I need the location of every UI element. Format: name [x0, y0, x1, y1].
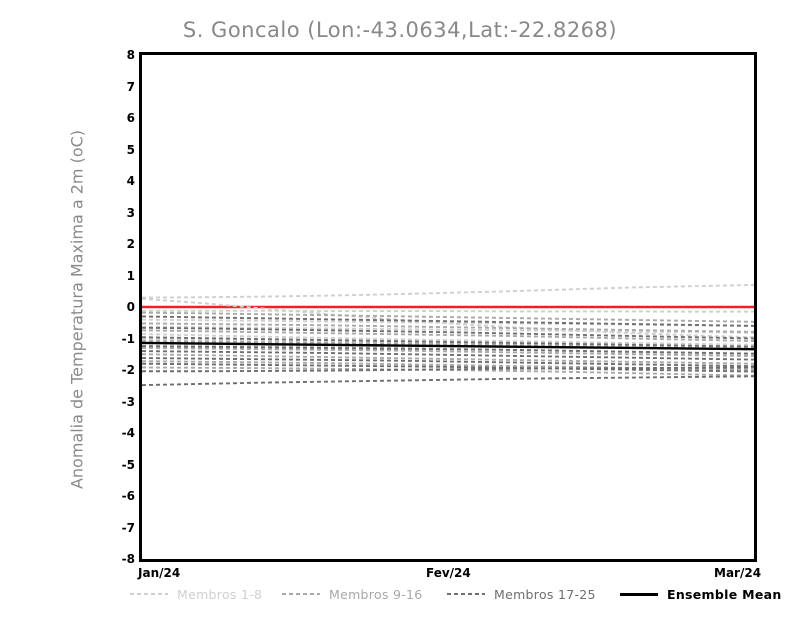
legend-item: Ensemble Mean — [620, 585, 782, 603]
x-axis-tick-label: Jan/24 — [138, 566, 181, 580]
y-axis-tick-label: -4 — [121, 426, 135, 440]
ensemble-mean-line — [142, 341, 754, 351]
chart-legend: Membros 1-8 Membros 9-16 Membros 17-25 Ense… — [130, 585, 790, 605]
y-axis-tick-label: -8 — [121, 552, 135, 566]
ensemble-member-line — [142, 375, 754, 387]
y-axis-tick-label: 6 — [126, 111, 135, 125]
y-axis-tick-label: 5 — [126, 142, 135, 157]
y-axis-tick-label: -7 — [121, 520, 135, 535]
y-axis-tick-label: 1 — [126, 268, 135, 283]
legend-label: Membros 1-8 — [177, 586, 263, 602]
page-title: S. Goncalo (Lon:-43.0634,Lat:-22.8268) — [182, 18, 618, 42]
legend-swatch-icon — [447, 593, 485, 595]
y-axis-tick-label: 4 — [126, 174, 135, 188]
y-axis-tick-label: -3 — [121, 394, 135, 409]
legend-label: Membros 17-25 — [494, 586, 596, 602]
legend-item: Membros 1-8 — [130, 585, 262, 603]
plot-area — [139, 52, 757, 562]
y-axis-tick-label: 8 — [126, 48, 135, 62]
legend-label: Ensemble Mean — [667, 586, 782, 602]
y-axis-tick-label: -6 — [121, 489, 135, 503]
legend-swatch-icon — [620, 592, 658, 596]
y-axis-tick-label: -5 — [121, 457, 135, 472]
y-axis-tick-label: 7 — [126, 79, 135, 94]
y-axis-tick-label: 2 — [126, 237, 135, 251]
ensemble-member-line — [142, 297, 754, 339]
ensemble-member-line — [142, 309, 754, 313]
legend-item: Membros 9-16 — [282, 585, 423, 603]
y-axis-tick-label: -2 — [121, 363, 135, 377]
x-axis-tick-label: Fev/24 — [426, 566, 471, 580]
legend-swatch-icon — [282, 593, 320, 595]
legend-label: Membros 9-16 — [329, 586, 423, 602]
y-axis-tick-label: -1 — [121, 331, 135, 346]
plot-clip — [142, 55, 754, 559]
ensemble-line-plot — [142, 284, 754, 387]
y-axis-label: Anomalia de Temperatura Maxima a 2m (oC) — [67, 129, 87, 490]
ensemble-member-line — [142, 284, 754, 299]
y-axis-tick-label: 3 — [126, 205, 135, 220]
legend-swatch-icon — [130, 593, 168, 595]
legend-item: Membros 17-25 — [447, 585, 596, 603]
y-axis-tick-label: 0 — [126, 300, 135, 314]
x-axis-tick-label: Mar/24 — [714, 566, 762, 580]
